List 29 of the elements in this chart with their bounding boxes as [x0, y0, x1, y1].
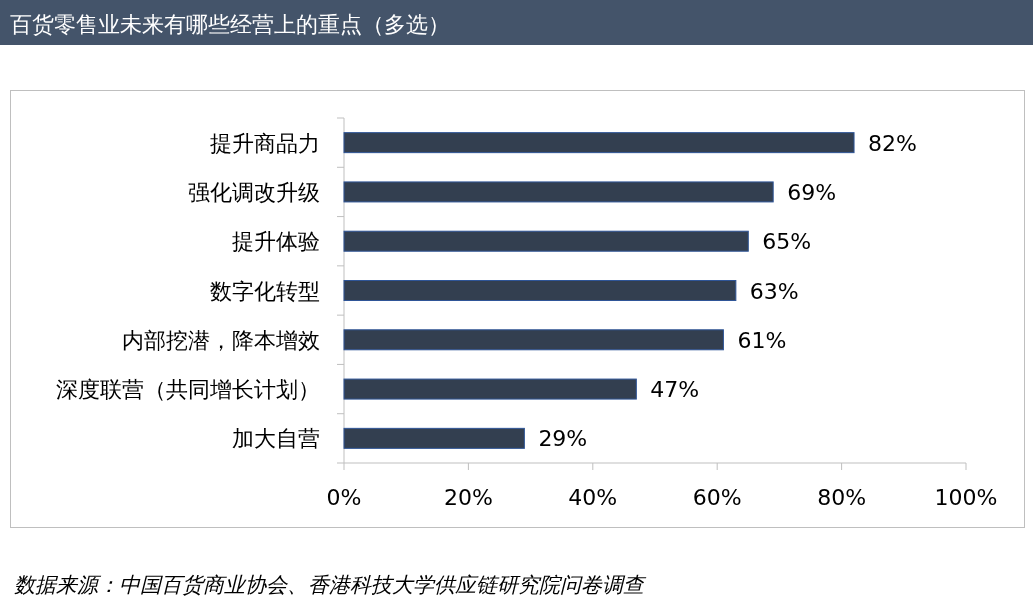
- bar: [343, 329, 724, 351]
- y-tick-label: 强化调改升级: [188, 179, 320, 205]
- source-note: 数据来源：中国百货商业协会、香港科技大学供应链研究院问卷调查: [14, 573, 647, 597]
- bar: [343, 132, 855, 154]
- y-tick-label: 加大自营: [232, 426, 320, 452]
- data-label: 65%: [762, 229, 812, 255]
- y-tick-label: 提升商品力: [210, 130, 320, 156]
- bar: [343, 181, 774, 203]
- y-tick-label: 数字化转型: [210, 278, 320, 304]
- x-tick-label: 80%: [817, 485, 867, 510]
- bar: [343, 378, 637, 400]
- bar: [343, 427, 525, 449]
- x-tick-label: 0%: [326, 485, 362, 510]
- x-tick-label: 60%: [692, 485, 742, 510]
- bar: [343, 230, 749, 252]
- y-tick-label: 内部挖潜，降本增效: [122, 327, 320, 353]
- data-label: 63%: [749, 278, 799, 304]
- data-label: 29%: [538, 426, 588, 452]
- x-tick-label: 100%: [934, 485, 998, 510]
- y-tick-label: 深度联营（共同增长计划）: [56, 377, 320, 403]
- y-tick-label: 提升体验: [232, 229, 320, 255]
- data-label: 82%: [868, 130, 917, 156]
- data-label: 47%: [650, 377, 700, 403]
- chart-title: 百货零售业未来有哪些经营上的重点（多选）: [10, 12, 450, 37]
- x-tick-label: 40%: [568, 485, 618, 510]
- data-label: 69%: [787, 179, 837, 205]
- bar: [343, 280, 737, 301]
- x-tick-label: 20%: [443, 485, 493, 510]
- data-label: 61%: [737, 327, 787, 353]
